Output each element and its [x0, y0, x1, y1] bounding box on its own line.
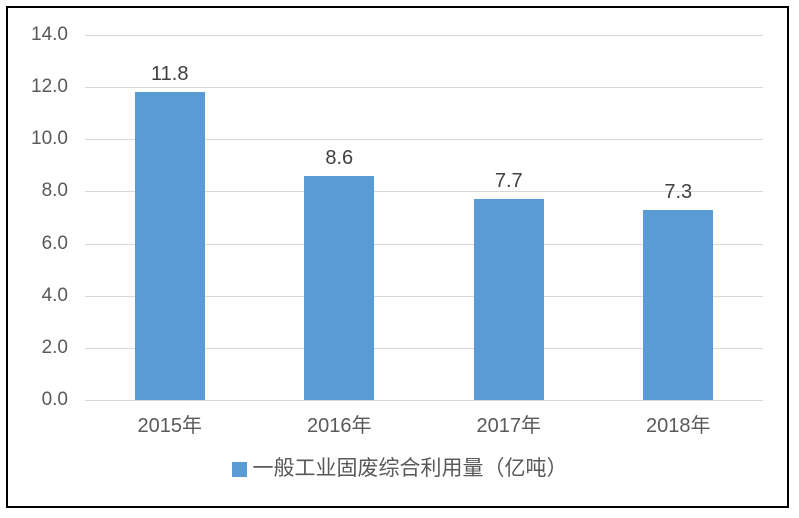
y-tick-label: 12.0 [31, 76, 68, 98]
gridline [85, 139, 763, 141]
gridline [85, 243, 763, 245]
y-tick-label: 8.0 [41, 180, 68, 202]
bar-2018年 [643, 209, 714, 400]
legend-label: 一般工业固废综合利用量（亿吨） [252, 457, 568, 480]
gridline [85, 35, 763, 36]
y-tick-label: 10.0 [31, 128, 68, 150]
legend-swatch-icon [231, 461, 247, 477]
gridline [85, 295, 763, 297]
gridline [85, 400, 763, 401]
legend: 一般工业固废综合利用量（亿吨） [0, 452, 799, 486]
gridline [85, 191, 763, 193]
bar-2015年 [134, 92, 205, 400]
x-tick-label: 2015年 [137, 415, 203, 437]
y-tick-label: 0.0 [41, 389, 68, 410]
bar-value-label: 7.7 [494, 170, 523, 193]
gridline [85, 347, 763, 349]
y-tick-label: 6.0 [41, 232, 68, 254]
x-tick-label: 2018年 [646, 415, 711, 437]
x-tick-label: 2016年 [307, 415, 372, 437]
bar-value-label: 8.6 [325, 146, 354, 169]
bar-value-label: 11.8 [151, 63, 189, 86]
x-tick-label: 2017年 [476, 415, 542, 437]
bar-2017年 [473, 199, 544, 400]
bar-2016年 [304, 175, 375, 400]
y-tick-label: 14.0 [31, 24, 68, 45]
y-tick-label: 4.0 [41, 284, 68, 306]
gridline [85, 87, 763, 89]
bar-value-label: 7.3 [664, 180, 693, 203]
y-tick-label: 2.0 [41, 336, 68, 358]
plot-area: 11.8 8.6 7.7 7.3 [85, 35, 763, 401]
